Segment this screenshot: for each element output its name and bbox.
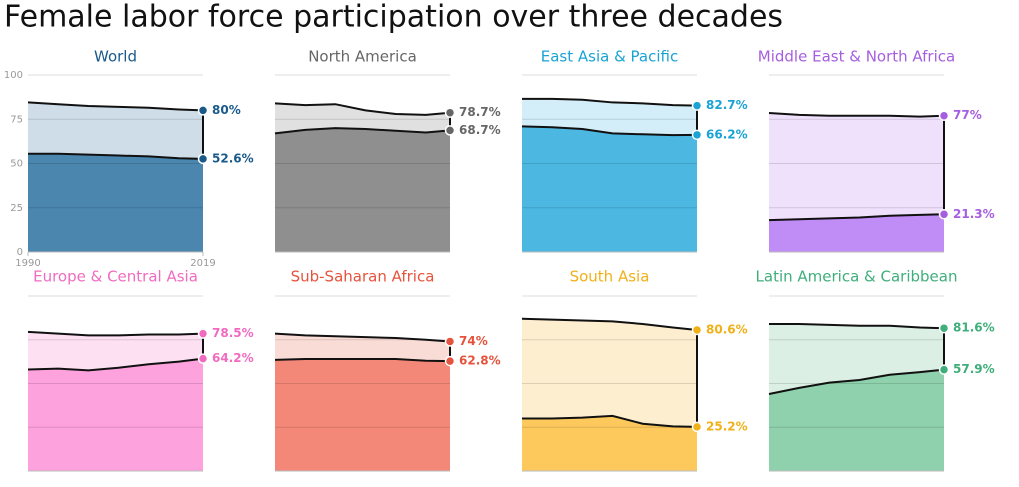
lower-line [768, 368, 945, 395]
lower-area [275, 359, 450, 471]
band-area [522, 98, 697, 136]
band-area [28, 102, 203, 159]
value-label: 52.6% [212, 151, 254, 165]
panel-title: Europe & Central Asia [33, 268, 198, 286]
value-label: 25.2% [706, 419, 748, 433]
band-area [769, 324, 944, 394]
value-label: 68.7% [459, 123, 501, 137]
panel-title: World [94, 48, 137, 66]
upper-line [769, 323, 945, 330]
value-label: 74% [459, 334, 488, 348]
lower-line [27, 357, 204, 372]
end-dot [691, 100, 703, 111]
x-tick-label: 2019 [190, 258, 215, 269]
end-dot [444, 125, 456, 136]
panel-title: North America [308, 48, 417, 66]
panel-title: Middle East & North Africa [758, 48, 955, 66]
end-dot [691, 421, 703, 433]
value-label: 80% [212, 103, 241, 117]
panel-title: Sub-Saharan Africa [291, 268, 435, 286]
value-label: 57.9% [953, 362, 995, 376]
y-tick-label: 100 [4, 70, 23, 81]
value-label: 78.7% [459, 105, 501, 119]
band-area [275, 103, 450, 134]
panel-title: Latin America & Caribbean [756, 268, 958, 286]
upper-line [274, 332, 451, 343]
end-dot [197, 105, 209, 116]
y-tick-label: 75 [10, 114, 23, 125]
value-label: 78.5% [212, 326, 254, 340]
value-label: 81.6% [953, 321, 995, 335]
end-dot [938, 209, 950, 220]
band-area [769, 113, 944, 221]
upper-line [27, 330, 204, 337]
lower-area [769, 369, 944, 471]
lower-area [522, 415, 697, 471]
end-dot [197, 353, 209, 364]
upper-line [274, 102, 451, 116]
band-area [275, 333, 450, 362]
lower-line [522, 414, 698, 428]
y-tick-label: 25 [10, 203, 23, 214]
y-tick-label: 0 [17, 247, 23, 258]
value-label: 82.7% [706, 98, 748, 112]
end-dot [444, 107, 456, 118]
upper-line [768, 112, 945, 118]
end-dot [197, 328, 209, 339]
lower-area [769, 214, 944, 252]
chart-title: Female labor force participation over th… [4, 0, 783, 35]
lower-line [521, 125, 698, 137]
value-label: 62.8% [459, 354, 501, 368]
lower-line [274, 358, 451, 363]
end-dot [444, 355, 456, 367]
value-label: 80.6% [706, 322, 748, 336]
y-tick-label: 50 [10, 159, 23, 170]
end-dot [938, 364, 950, 375]
upper-line [521, 317, 698, 331]
panel-title: South Asia [570, 268, 650, 286]
upper-line [27, 101, 204, 112]
lower-area [28, 153, 203, 252]
x-tick-label: 1990 [15, 258, 40, 269]
value-label: 66.2% [706, 127, 748, 141]
end-dot [938, 322, 950, 334]
lower-line [274, 127, 451, 135]
band-area [28, 331, 203, 371]
end-dot [938, 110, 950, 121]
lower-line [28, 152, 204, 160]
value-label: 21.3% [953, 207, 995, 221]
lower-line [768, 213, 945, 222]
band-area [522, 318, 697, 427]
upper-line [522, 97, 698, 107]
end-dot [691, 324, 703, 336]
value-label: 64.2% [212, 351, 254, 365]
end-dot [444, 336, 456, 347]
end-dot [691, 129, 703, 141]
value-label: 77% [953, 108, 982, 122]
end-dot [197, 153, 209, 165]
lower-area [275, 128, 450, 252]
lower-area [522, 126, 697, 252]
panel-title: East Asia & Pacific [541, 48, 678, 66]
lower-area [28, 358, 203, 471]
